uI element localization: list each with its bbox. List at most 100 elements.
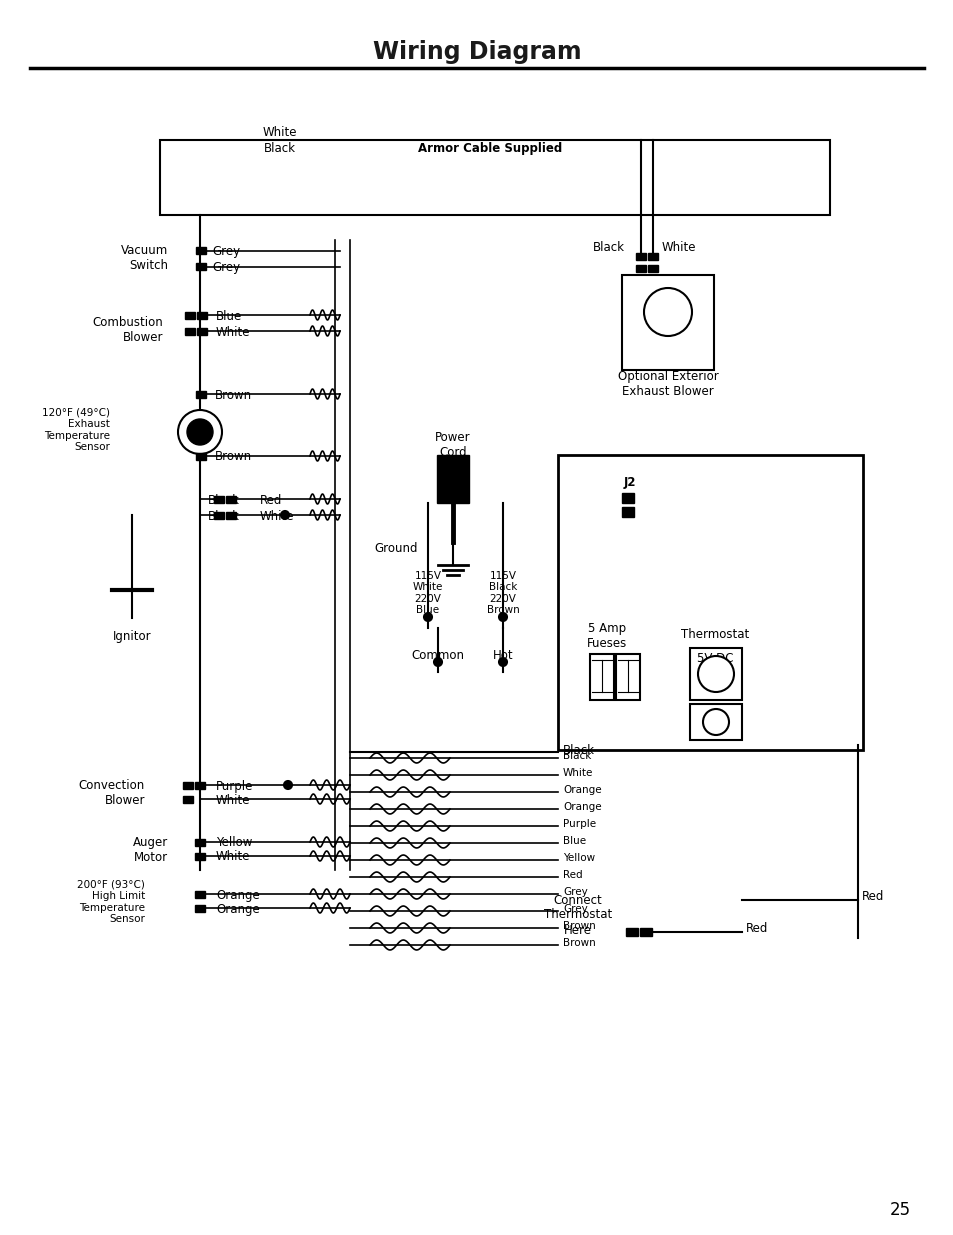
Text: Brown: Brown xyxy=(214,389,252,401)
Bar xyxy=(621,493,634,503)
Text: Optional Exterior
Exhaust Blower: Optional Exterior Exhaust Blower xyxy=(617,370,718,398)
Text: 5 Amp
Fueses: 5 Amp Fueses xyxy=(586,622,626,650)
Text: Grey: Grey xyxy=(212,245,240,258)
Text: Hot: Hot xyxy=(492,648,513,662)
Text: Brown: Brown xyxy=(214,450,252,462)
Text: Red: Red xyxy=(745,923,767,935)
Text: Power
Cord: Power Cord xyxy=(435,431,471,459)
Text: 200°F (93°C)
High Limit
Temperature
Sensor: 200°F (93°C) High Limit Temperature Sens… xyxy=(77,879,145,925)
Bar xyxy=(226,513,235,519)
Text: Thermostat: Thermostat xyxy=(680,627,748,641)
Bar xyxy=(213,496,224,503)
Bar xyxy=(436,454,469,503)
Bar xyxy=(195,263,206,270)
Text: Brown: Brown xyxy=(562,921,595,931)
Bar xyxy=(194,890,205,898)
Circle shape xyxy=(178,410,222,454)
Bar xyxy=(639,927,651,936)
Text: J2: J2 xyxy=(623,475,636,489)
Circle shape xyxy=(423,613,432,621)
Text: 120°F (49°C)
Exhaust
Temperature
Sensor: 120°F (49°C) Exhaust Temperature Sensor xyxy=(42,408,110,452)
Text: Red: Red xyxy=(562,869,582,881)
Text: Auger
Motor: Auger Motor xyxy=(132,836,168,864)
Text: White: White xyxy=(661,241,696,253)
Text: Orange: Orange xyxy=(215,903,259,915)
Text: Common: Common xyxy=(411,648,464,662)
Text: Red: Red xyxy=(862,890,883,904)
Bar xyxy=(621,275,713,370)
Text: Orange: Orange xyxy=(562,802,601,811)
Bar xyxy=(195,453,206,459)
Text: White: White xyxy=(562,768,593,778)
Bar xyxy=(196,312,207,319)
Text: Wiring Diagram: Wiring Diagram xyxy=(373,40,580,64)
Bar xyxy=(194,905,205,911)
Circle shape xyxy=(434,658,441,666)
Bar xyxy=(183,782,193,789)
Text: Yellow: Yellow xyxy=(562,853,595,863)
Text: Brown: Brown xyxy=(562,939,595,948)
Text: Orange: Orange xyxy=(562,785,601,795)
Bar xyxy=(636,266,645,272)
Circle shape xyxy=(498,613,506,621)
Circle shape xyxy=(281,511,289,519)
Text: Ground: Ground xyxy=(375,541,417,555)
Text: White: White xyxy=(262,126,297,138)
Circle shape xyxy=(284,781,292,789)
Bar xyxy=(226,496,235,503)
Bar xyxy=(194,853,205,860)
Text: White: White xyxy=(215,326,251,338)
Bar xyxy=(183,797,193,803)
Text: 5V DC: 5V DC xyxy=(696,652,733,664)
Text: Black: Black xyxy=(208,494,240,506)
Circle shape xyxy=(643,288,691,336)
Bar xyxy=(636,253,645,261)
Bar xyxy=(194,782,205,789)
Text: Black: Black xyxy=(264,142,295,154)
Text: 25: 25 xyxy=(888,1200,909,1219)
Bar xyxy=(689,704,741,740)
Bar xyxy=(160,140,829,215)
Bar xyxy=(647,253,658,261)
Text: Connect
Thermostat
Here: Connect Thermostat Here xyxy=(543,893,612,936)
Text: Purple: Purple xyxy=(215,779,253,793)
Bar xyxy=(185,329,194,335)
Text: Black: Black xyxy=(593,241,624,253)
Circle shape xyxy=(698,656,733,692)
Bar xyxy=(647,266,658,272)
Text: Red: Red xyxy=(260,494,282,506)
Bar xyxy=(185,312,194,319)
Text: Ignitor: Ignitor xyxy=(112,630,152,642)
Text: Black: Black xyxy=(208,510,240,522)
Text: Orange: Orange xyxy=(215,888,259,902)
Bar xyxy=(213,513,224,519)
Bar xyxy=(558,454,862,750)
Text: Grey: Grey xyxy=(562,904,587,914)
Text: White: White xyxy=(215,851,251,863)
Text: Purple: Purple xyxy=(562,819,596,829)
Text: Blue: Blue xyxy=(562,836,585,846)
Text: White: White xyxy=(260,510,294,522)
Circle shape xyxy=(187,419,213,445)
Text: Black: Black xyxy=(562,751,591,761)
Text: Grey: Grey xyxy=(212,261,240,273)
Text: Armor Cable Supplied: Armor Cable Supplied xyxy=(417,142,561,154)
Text: Vacuum
Switch: Vacuum Switch xyxy=(121,245,168,272)
Bar xyxy=(196,329,207,335)
Text: Combustion
Blower: Combustion Blower xyxy=(92,316,163,345)
Bar xyxy=(194,839,205,846)
Bar xyxy=(689,648,741,700)
Bar xyxy=(616,655,639,700)
Bar xyxy=(195,391,206,398)
Text: Convection
Blower: Convection Blower xyxy=(79,779,145,806)
Text: Grey: Grey xyxy=(562,887,587,897)
Text: Black: Black xyxy=(562,743,595,757)
Circle shape xyxy=(498,658,506,666)
Bar xyxy=(621,508,634,517)
Text: White: White xyxy=(215,794,251,806)
Text: 115V
White
220V
Blue: 115V White 220V Blue xyxy=(413,571,443,615)
Circle shape xyxy=(702,709,728,735)
Bar xyxy=(195,247,206,254)
Text: Blue: Blue xyxy=(215,310,242,322)
Text: Yellow: Yellow xyxy=(215,836,253,850)
